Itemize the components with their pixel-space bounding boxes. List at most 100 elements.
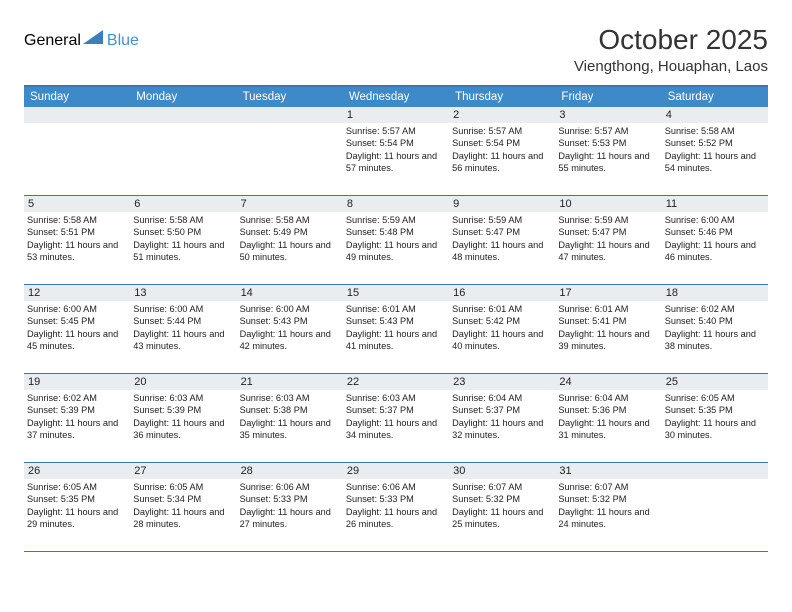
day-details: Sunrise: 6:00 AMSunset: 5:46 PMDaylight:… [662,212,768,267]
day-cell [24,107,130,195]
sunset-text: Sunset: 5:43 PM [346,315,446,327]
sunrise-text: Sunrise: 6:03 AM [346,392,446,404]
weekday-header: Friday [555,87,661,107]
sunset-text: Sunset: 5:37 PM [452,404,552,416]
day-cell: 8Sunrise: 5:59 AMSunset: 5:48 PMDaylight… [343,196,449,284]
day-cell: 1Sunrise: 5:57 AMSunset: 5:54 PMDaylight… [343,107,449,195]
daylight-text: Daylight: 11 hours and 24 minutes. [558,506,658,531]
daylight-text: Daylight: 11 hours and 25 minutes. [452,506,552,531]
day-cell: 21Sunrise: 6:03 AMSunset: 5:38 PMDayligh… [237,374,343,462]
daylight-text: Daylight: 11 hours and 32 minutes. [452,417,552,442]
day-number: 8 [343,196,449,212]
day-details: Sunrise: 5:58 AMSunset: 5:49 PMDaylight:… [237,212,343,267]
day-cell: 10Sunrise: 5:59 AMSunset: 5:47 PMDayligh… [555,196,661,284]
location-text: Viengthong, Houaphan, Laos [574,58,768,75]
day-details: Sunrise: 6:03 AMSunset: 5:38 PMDaylight:… [237,390,343,445]
month-title: October 2025 [574,24,768,56]
day-cell: 5Sunrise: 5:58 AMSunset: 5:51 PMDaylight… [24,196,130,284]
daylight-text: Daylight: 11 hours and 55 minutes. [558,150,658,175]
day-details: Sunrise: 6:00 AMSunset: 5:43 PMDaylight:… [237,301,343,356]
daylight-text: Daylight: 11 hours and 46 minutes. [665,239,765,264]
daylight-text: Daylight: 11 hours and 28 minutes. [133,506,233,531]
day-details: Sunrise: 6:02 AMSunset: 5:39 PMDaylight:… [24,390,130,445]
sunset-text: Sunset: 5:33 PM [240,493,340,505]
sunset-text: Sunset: 5:48 PM [346,226,446,238]
day-number: 14 [237,285,343,301]
sunset-text: Sunset: 5:46 PM [665,226,765,238]
day-cell [237,107,343,195]
day-details: Sunrise: 6:05 AMSunset: 5:34 PMDaylight:… [130,479,236,534]
calendar-week-row: 26Sunrise: 6:05 AMSunset: 5:35 PMDayligh… [24,463,768,552]
daylight-text: Daylight: 11 hours and 38 minutes. [665,328,765,353]
sunrise-text: Sunrise: 5:58 AM [133,214,233,226]
sunrise-text: Sunrise: 5:58 AM [240,214,340,226]
day-cell: 13Sunrise: 6:00 AMSunset: 5:44 PMDayligh… [130,285,236,373]
day-number: 19 [24,374,130,390]
day-number: 7 [237,196,343,212]
logo-text-blue: Blue [107,32,139,50]
daylight-text: Daylight: 11 hours and 36 minutes. [133,417,233,442]
day-number [130,107,236,123]
day-cell: 18Sunrise: 6:02 AMSunset: 5:40 PMDayligh… [662,285,768,373]
sunrise-text: Sunrise: 6:00 AM [133,303,233,315]
day-cell: 9Sunrise: 5:59 AMSunset: 5:47 PMDaylight… [449,196,555,284]
day-details: Sunrise: 6:01 AMSunset: 5:43 PMDaylight:… [343,301,449,356]
sunrise-text: Sunrise: 6:00 AM [27,303,127,315]
sunrise-text: Sunrise: 6:03 AM [240,392,340,404]
sunrise-text: Sunrise: 6:06 AM [240,481,340,493]
sunset-text: Sunset: 5:41 PM [558,315,658,327]
day-cell: 20Sunrise: 6:03 AMSunset: 5:39 PMDayligh… [130,374,236,462]
day-cell: 6Sunrise: 5:58 AMSunset: 5:50 PMDaylight… [130,196,236,284]
daylight-text: Daylight: 11 hours and 57 minutes. [346,150,446,175]
day-number: 11 [662,196,768,212]
sunrise-text: Sunrise: 6:00 AM [665,214,765,226]
sunset-text: Sunset: 5:35 PM [665,404,765,416]
sunrise-text: Sunrise: 5:57 AM [558,125,658,137]
weekday-header: Tuesday [237,87,343,107]
day-details: Sunrise: 5:59 AMSunset: 5:47 PMDaylight:… [449,212,555,267]
day-cell: 27Sunrise: 6:05 AMSunset: 5:34 PMDayligh… [130,463,236,551]
day-number: 5 [24,196,130,212]
calendar-week-row: 1Sunrise: 5:57 AMSunset: 5:54 PMDaylight… [24,107,768,196]
daylight-text: Daylight: 11 hours and 27 minutes. [240,506,340,531]
sunrise-text: Sunrise: 6:01 AM [558,303,658,315]
day-number: 29 [343,463,449,479]
sunrise-text: Sunrise: 5:57 AM [452,125,552,137]
sunrise-text: Sunrise: 6:03 AM [133,392,233,404]
day-details: Sunrise: 6:07 AMSunset: 5:32 PMDaylight:… [555,479,661,534]
day-details: Sunrise: 5:58 AMSunset: 5:50 PMDaylight:… [130,212,236,267]
sunset-text: Sunset: 5:51 PM [27,226,127,238]
day-number: 31 [555,463,661,479]
sunset-text: Sunset: 5:42 PM [452,315,552,327]
day-number: 18 [662,285,768,301]
sunrise-text: Sunrise: 5:58 AM [665,125,765,137]
day-details: Sunrise: 6:01 AMSunset: 5:42 PMDaylight:… [449,301,555,356]
sunrise-text: Sunrise: 6:04 AM [558,392,658,404]
page-header: General Blue October 2025 Viengthong, Ho… [24,24,768,75]
day-cell: 7Sunrise: 5:58 AMSunset: 5:49 PMDaylight… [237,196,343,284]
day-cell: 26Sunrise: 6:05 AMSunset: 5:35 PMDayligh… [24,463,130,551]
sunset-text: Sunset: 5:53 PM [558,137,658,149]
day-cell: 11Sunrise: 6:00 AMSunset: 5:46 PMDayligh… [662,196,768,284]
daylight-text: Daylight: 11 hours and 31 minutes. [558,417,658,442]
day-number: 26 [24,463,130,479]
day-number: 2 [449,107,555,123]
day-number: 24 [555,374,661,390]
daylight-text: Daylight: 11 hours and 48 minutes. [452,239,552,264]
day-number [662,463,768,479]
day-cell: 25Sunrise: 6:05 AMSunset: 5:35 PMDayligh… [662,374,768,462]
sunrise-text: Sunrise: 6:02 AM [665,303,765,315]
day-cell: 12Sunrise: 6:00 AMSunset: 5:45 PMDayligh… [24,285,130,373]
day-number: 30 [449,463,555,479]
sunrise-text: Sunrise: 5:59 AM [346,214,446,226]
day-details: Sunrise: 6:03 AMSunset: 5:39 PMDaylight:… [130,390,236,445]
sunrise-text: Sunrise: 6:07 AM [452,481,552,493]
day-number: 23 [449,374,555,390]
day-cell: 31Sunrise: 6:07 AMSunset: 5:32 PMDayligh… [555,463,661,551]
sunrise-text: Sunrise: 5:58 AM [27,214,127,226]
title-block: October 2025 Viengthong, Houaphan, Laos [574,24,768,75]
daylight-text: Daylight: 11 hours and 56 minutes. [452,150,552,175]
weekday-header-row: Sunday Monday Tuesday Wednesday Thursday… [24,87,768,107]
logo: General Blue [24,24,139,51]
sunset-text: Sunset: 5:47 PM [452,226,552,238]
